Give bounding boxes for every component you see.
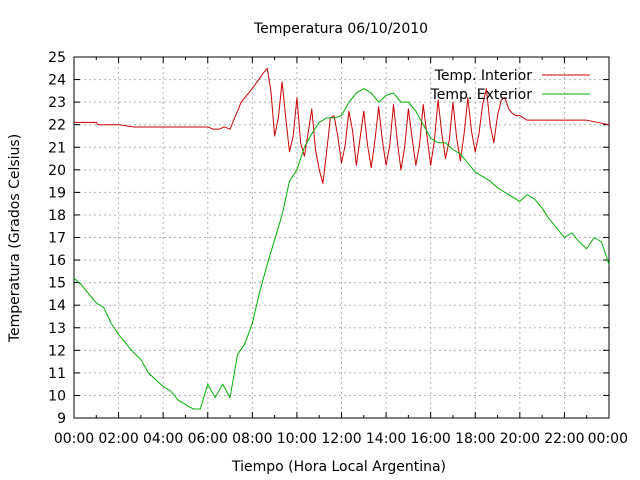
y-tick-label: 9 [57,411,66,427]
y-tick-label: 10 [48,388,66,404]
axis-ticks [73,56,610,419]
x-tick-label: 10:00 [277,431,317,447]
x-axis-title: Tiempo (Hora Local Argentina) [231,459,446,475]
legend-label-interior: Temp. Interior [434,68,533,84]
x-tick-label: 14:00 [366,431,406,447]
y-tick-label: 23 [48,95,66,111]
y-tick-label: 25 [48,50,66,66]
x-tick-label: 08:00 [232,431,272,447]
x-tick-label: 06:00 [188,431,228,447]
y-tick-label: 12 [48,343,66,359]
y-tick-label: 13 [48,321,66,337]
y-tick-label: 22 [48,118,66,134]
x-tick-label: 16:00 [410,431,450,447]
x-tick-label: 20:00 [500,431,540,447]
x-tick-labels: 00:00 02:00 04:00 06:00 08:00 10:00 12:00 14:00… [54,431,628,447]
legend-label-exterior: Temp. Exterior [430,87,533,103]
x-tick-label: 18:00 [455,431,495,447]
series-lines [73,67,610,410]
legend: Temp. Interior Temp. Exterior [430,68,590,103]
y-axis-title: Temperatura (Grados Celsius) [7,134,23,343]
y-tick-label: 21 [48,140,66,156]
series-line-interior [74,67,610,184]
y-tick-label: 11 [48,366,66,382]
x-tick-label: 02:00 [98,431,138,447]
y-tick-label: 24 [48,73,66,89]
y-tick-labels: 9 10 11 12 13 14 15 16 17 18 19 20 21 22 23 24 25 [48,50,66,427]
grid-lines [74,57,609,418]
y-tick-label: 14 [48,298,66,314]
x-tick-label: 22:00 [544,431,584,447]
y-tick-label: 18 [48,208,66,224]
x-tick-label: 00:00 [54,431,94,447]
y-tick-label: 19 [48,185,66,201]
x-tick-label: 12:00 [321,431,361,447]
y-tick-label: 17 [48,231,66,247]
y-tick-label: 15 [48,276,66,292]
y-tick-label: 16 [48,253,66,269]
x-tick-label: 00:00 [588,431,628,447]
series-line-exterior [73,88,610,410]
chart-title: Temperatura 06/10/2010 [253,21,428,37]
x-tick-label: 04:00 [143,431,183,447]
y-tick-label: 20 [48,163,66,179]
